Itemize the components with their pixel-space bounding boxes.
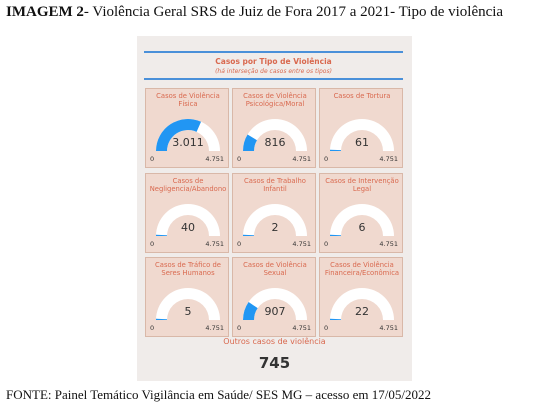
gauge-value: 40 — [181, 221, 195, 234]
gauge-min-label: 0 — [150, 240, 155, 248]
gauge-min-label: 0 — [237, 324, 242, 332]
gauge-track — [330, 119, 394, 151]
gauge-max-label: 4.751 — [292, 324, 311, 332]
gauge-min-label: 0 — [237, 155, 242, 163]
violence-dashboard: Casos por Tipo de Violência (há interseç… — [137, 36, 412, 381]
gauge-title: Casos de Trabalho Infantil — [244, 177, 306, 193]
gauge-title: Casos de Tráfico de Seres Humanos — [155, 261, 221, 277]
gauge-value: 907 — [264, 305, 286, 318]
gauge-max-label: 4.751 — [379, 155, 398, 163]
gauge-chart — [156, 288, 220, 320]
gauge-title: Casos de Violência Física — [156, 92, 220, 108]
gauge-min-label: 0 — [150, 324, 155, 332]
gauge-value: 6 — [358, 221, 366, 234]
gauge-max-label: 4.751 — [292, 155, 311, 163]
gauge-min-label: 0 — [237, 240, 242, 248]
gauge-card: Casos de Intervenção Legal 6 0 4.751 — [319, 173, 403, 253]
gauge-track — [156, 288, 220, 320]
gauge-track — [243, 204, 307, 236]
gauge-title: Casos de Violência Psicológica/Moral — [243, 92, 307, 108]
gauge-title: Casos de Violência Sexual — [243, 261, 307, 277]
gauge-max-label: 4.751 — [205, 240, 224, 248]
gauge-value: 5 — [184, 305, 192, 318]
gauge-chart — [330, 288, 394, 320]
gauge-title: Casos de Violência Financeira/Econômica — [324, 261, 400, 277]
gauge-track — [330, 204, 394, 236]
gauge-max-label: 4.751 — [292, 240, 311, 248]
gauge-chart — [243, 119, 307, 151]
gauge-card: Casos de Violência Sexual 907 0 4.751 — [232, 257, 316, 337]
gauge-fill — [243, 234, 255, 236]
gauge-max-label: 4.751 — [379, 240, 398, 248]
gauge-card: Casos de Tortura 61 0 4.751 — [319, 88, 403, 168]
gauge-card: Casos de Violência Física 3.011 0 4.751 — [145, 88, 229, 168]
gauge-track — [330, 288, 394, 320]
gauge-chart — [156, 204, 220, 236]
gauge-fill — [156, 318, 168, 320]
gauge-title: Casos de Negligencia/Abandono — [149, 177, 227, 193]
gauge-chart — [156, 119, 220, 151]
panel-header: Casos por Tipo de Violência (há interseç… — [144, 51, 403, 80]
gauge-fill — [243, 301, 258, 320]
gauge-fill — [330, 234, 342, 236]
panel-subtitle: (há interseção de casos entre os tipos) — [215, 68, 332, 75]
gauge-title: Casos de Intervenção Legal — [325, 177, 399, 193]
gauge-card: Casos de Negligencia/Abandono 40 0 4.751 — [145, 173, 229, 253]
gauge-track — [156, 204, 220, 236]
figure-caption: - Violência Geral SRS de Juiz de Fora 20… — [83, 4, 504, 20]
gauge-min-label: 0 — [324, 324, 329, 332]
source-note: FONTE: Painel Temático Vigilância em Saú… — [6, 387, 431, 402]
gauge-min-label: 0 — [150, 155, 155, 163]
other-cases-value: 745 — [258, 354, 291, 372]
gauge-value: 816 — [264, 136, 286, 149]
gauge-card: Casos de Tráfico de Seres Humanos 5 0 4.751 — [145, 257, 229, 337]
gauge-value: 22 — [355, 305, 369, 318]
gauge-max-label: 4.751 — [379, 324, 398, 332]
gauge-track — [243, 288, 307, 320]
panel-title: Casos por Tipo de Violência — [215, 57, 332, 66]
gauge-value: 61 — [355, 136, 369, 149]
gauge-title: Casos de Tortura — [333, 92, 391, 100]
gauge-min-label: 0 — [324, 155, 329, 163]
gauge-value: 3.011 — [172, 136, 204, 149]
figure-heading: IMAGEM 2- Violência Geral SRS de Juiz de… — [6, 4, 541, 21]
gauge-fill — [330, 318, 342, 320]
gauge-min-label: 0 — [324, 240, 329, 248]
gauge-card: Casos de Violência Psicológica/Moral 816 0… — [232, 88, 316, 168]
other-cases-label: Outros casos de violência — [223, 337, 326, 346]
gauge-chart — [243, 288, 307, 320]
gauge-card: Casos de Trabalho Infantil 2 0 4.751 — [232, 173, 316, 253]
gauge-chart — [243, 204, 307, 236]
gauge-track — [243, 119, 307, 151]
gauge-max-label: 4.751 — [205, 324, 224, 332]
figure-label: IMAGEM 2 — [6, 4, 84, 20]
gauge-fill — [156, 234, 168, 236]
gauge-fill — [156, 119, 202, 151]
gauge-value: 2 — [271, 221, 279, 234]
gauge-card: Casos de Violência Financeira/Econômica 2… — [319, 257, 403, 337]
gauge-fill — [330, 149, 342, 151]
gauge-max-label: 4.751 — [205, 155, 224, 163]
gauge-chart — [330, 204, 394, 236]
gauge-fill — [243, 134, 257, 151]
gauge-chart — [330, 119, 394, 151]
